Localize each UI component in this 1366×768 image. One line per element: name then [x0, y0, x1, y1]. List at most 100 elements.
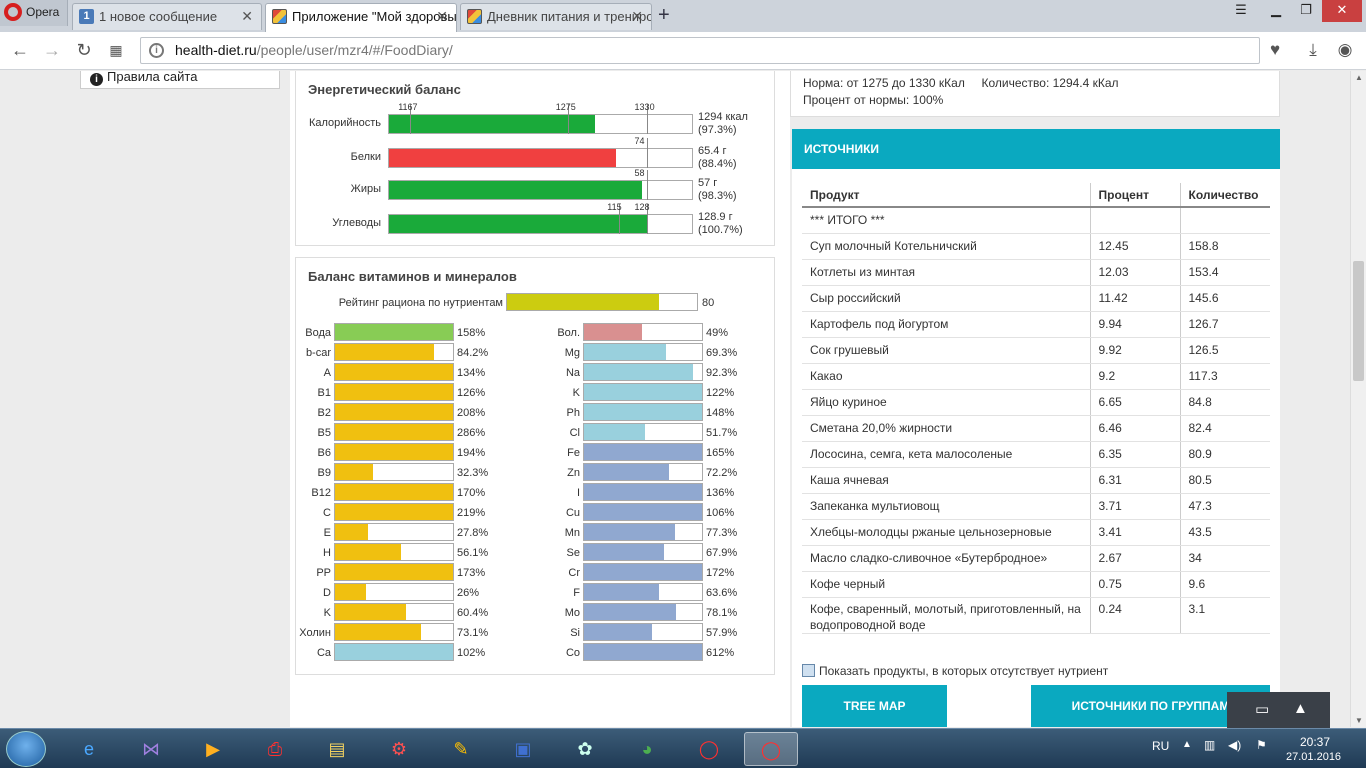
cell-product: Кофе, сваренный, молотый, приготовленный… — [802, 597, 1091, 634]
url-input[interactable]: i health-diet.ru/people/user/mzr4/#/FoodD… — [140, 37, 1260, 64]
tab-menu-icon[interactable]: ☰ — [1235, 2, 1247, 17]
chrome-icon[interactable]: ◕ — [641, 739, 653, 759]
table-row[interactable]: Каша ячневая 6.31 80.5 — [802, 467, 1270, 494]
nutrient-row: Вол. 49% — [557, 323, 753, 343]
tree-map-button[interactable]: TREE MAP — [802, 685, 947, 727]
chat-icon[interactable]: ▭ — [1255, 701, 1270, 718]
nutrient-row: B6 194% — [318, 443, 504, 463]
rules-link[interactable]: i Правила сайта — [80, 71, 280, 89]
minimize-button[interactable]: ▁ — [1271, 2, 1281, 17]
energy-row: Белки 74 65.4 г (88.4%) — [296, 136, 766, 170]
tab-app[interactable]: Приложение "Мой здоровый образ жизни"✕ — [265, 3, 457, 32]
maximize-button[interactable]: ❐ — [1300, 2, 1312, 17]
clock-time[interactable]: 20:37 — [1300, 735, 1331, 749]
back-icon[interactable]: ← — [11, 40, 29, 60]
reload-icon[interactable]: ↻ — [76, 40, 92, 60]
nutrient-row: F 63.6% — [573, 583, 753, 603]
table-row[interactable]: Яйцо куриное 6.65 84.8 — [802, 389, 1270, 416]
nutrient-fill — [335, 464, 374, 480]
nutrient-fill — [584, 644, 702, 660]
cell-percent: 9.92 — [1090, 337, 1181, 364]
nutrient-label: B9 — [317, 467, 331, 479]
close-icon[interactable]: ✕ — [631, 8, 643, 24]
table-row[interactable]: Лососина, семга, кета малосоленые 6.35 80.… — [802, 441, 1270, 468]
scroll-down-icon[interactable]: ▼ — [1355, 716, 1363, 725]
show-missing-checkbox[interactable]: Показать продукты, в которых отсутствует… — [802, 664, 1108, 678]
col-amount[interactable]: Количество — [1180, 183, 1270, 208]
table-row[interactable]: Кофе, сваренный, молотый, приготовленный… — [802, 597, 1270, 634]
flag-icon[interactable]: ⚑ — [1256, 738, 1267, 752]
table-row[interactable]: Кофе черный 0.75 9.6 — [802, 571, 1270, 598]
network-icon[interactable]: ▥ — [1204, 738, 1216, 752]
taskbar: e ⋈ ▶ ⎙ ▤ ⚙ ✎ ▣ ✿ ◕ ◯ ◯ RU ▲ ▥ ◀) ⚑ 20:3… — [0, 728, 1366, 768]
forward-icon[interactable]: → — [43, 40, 61, 60]
table-row[interactable]: Масло сладко-сливочное «Бутербродное» 2.6… — [802, 545, 1270, 572]
opera-menu-button[interactable]: Opera — [0, 0, 68, 26]
visual-studio-icon[interactable]: ⋈ — [142, 739, 160, 759]
energy-bar: 115 128 — [388, 202, 693, 234]
tab-mail[interactable]: 1 1 новое сообщение ✕ — [72, 3, 262, 30]
nutrient-fill — [584, 444, 702, 460]
table-row[interactable]: Хлебцы-молодцы ржаные цельнозерновые 3.41… — [802, 519, 1270, 546]
table-row[interactable]: Суп молочный Котельничский 12.45 158.8 — [802, 233, 1270, 260]
heart-icon[interactable]: ♥ — [1269, 40, 1281, 59]
nutrient-label: Cl — [569, 427, 580, 439]
language-indicator[interactable]: RU — [1152, 739, 1170, 753]
nutrient-value: 136% — [706, 487, 735, 499]
start-button[interactable] — [6, 731, 46, 767]
nutrient-fill — [335, 324, 453, 340]
nutrient-fill — [335, 584, 366, 600]
pencil-app-icon[interactable]: ✎ — [453, 739, 469, 759]
cell-amount: 84.8 — [1180, 389, 1270, 416]
rg-app-icon[interactable]: ⚙ — [390, 739, 408, 759]
clock-date[interactable]: 27.01.2016 — [1286, 751, 1342, 763]
speed-dial-icon[interactable]: ▦ — [109, 42, 123, 58]
scroll-thumb[interactable] — [1353, 261, 1364, 381]
close-window-button[interactable]: ✕ — [1322, 0, 1362, 22]
table-row[interactable]: Сыр российский 11.42 145.6 — [802, 285, 1270, 312]
tab-diary[interactable]: Дневник питания и тренировок✕ — [460, 3, 652, 30]
nutrient-fill — [335, 504, 453, 520]
col-percent[interactable]: Процент — [1090, 183, 1181, 208]
checkbox-icon[interactable] — [802, 664, 815, 677]
cell-percent: 3.71 — [1090, 493, 1181, 520]
scroll-up-icon[interactable]: ▲ — [1355, 73, 1363, 82]
bell-icon[interactable]: ▲ — [1293, 700, 1308, 717]
sources-panel: Продукт Процент Количество *** ИТОГО ***… — [792, 169, 1280, 727]
media-player-icon[interactable]: ▶ — [206, 739, 220, 759]
opera-icon[interactable]: ◯ — [698, 739, 720, 759]
plant-app-icon[interactable]: ✿ — [577, 739, 593, 759]
explorer-icon[interactable]: ▤ — [328, 739, 346, 759]
cell-percent: 12.03 — [1090, 259, 1181, 286]
nutrient-row: Mo 78.1% — [565, 603, 753, 623]
save-app-icon[interactable]: ▣ — [514, 739, 532, 759]
col-product[interactable]: Продукт — [802, 183, 1091, 208]
table-row[interactable]: *** ИТОГО *** — [802, 207, 1270, 234]
table-row[interactable]: Запеканка мультиовощ 3.71 47.3 — [802, 493, 1270, 520]
nutrient-bar — [334, 563, 454, 581]
volume-icon[interactable]: ◀) — [1228, 738, 1242, 752]
table-row[interactable]: Сметана 20,0% жирности 6.46 82.4 — [802, 415, 1270, 442]
cell-amount — [1180, 207, 1270, 234]
tray-expand-icon[interactable]: ▲ — [1182, 739, 1192, 750]
close-icon[interactable]: ✕ — [436, 8, 448, 24]
table-row[interactable]: Картофель под йогуртом 9.94 126.7 — [802, 311, 1270, 338]
opera-active-icon[interactable]: ◯ — [744, 732, 798, 766]
table-row[interactable]: Котлеты из минтая 12.03 153.4 — [802, 259, 1270, 286]
user-icon[interactable]: ◉ — [1337, 40, 1353, 59]
download-icon[interactable]: ⤓ — [1309, 40, 1317, 59]
nutrient-bar — [334, 583, 454, 601]
table-row[interactable]: Сок грушевый 9.92 126.5 — [802, 337, 1270, 364]
energy-panel: Энергетический баланс Калорийность 1167 12… — [295, 71, 775, 246]
table-row[interactable]: Какао 9.2 117.3 — [802, 363, 1270, 390]
nutrient-label: K — [323, 607, 331, 619]
ie-icon[interactable]: e — [83, 739, 94, 759]
nutrient-fill — [335, 344, 435, 360]
close-icon[interactable]: ✕ — [241, 8, 253, 24]
scrollbar[interactable]: ▲ ▼ — [1350, 71, 1366, 727]
nutrient-label: Mo — [564, 607, 580, 619]
pdf-reader-icon[interactable]: ⎙ — [267, 739, 283, 759]
nutrient-fill — [335, 624, 422, 640]
nutrient-label: A — [323, 367, 331, 379]
new-tab-button[interactable]: + — [658, 4, 670, 26]
